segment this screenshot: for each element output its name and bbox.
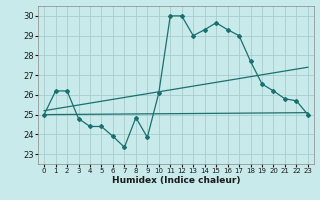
X-axis label: Humidex (Indice chaleur): Humidex (Indice chaleur)	[112, 176, 240, 185]
